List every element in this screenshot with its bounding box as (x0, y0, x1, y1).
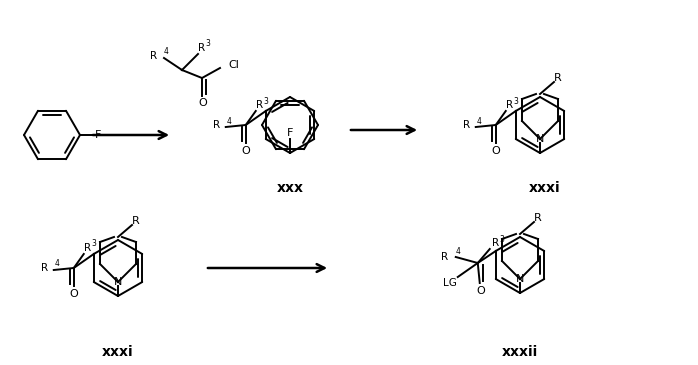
Text: 4: 4 (54, 260, 59, 269)
Text: xxxi: xxxi (529, 181, 560, 195)
Text: R: R (554, 73, 562, 83)
Text: F: F (95, 130, 101, 140)
Text: 4: 4 (227, 116, 232, 126)
Text: R: R (440, 252, 447, 262)
Text: xxxi: xxxi (102, 345, 134, 359)
Text: R: R (463, 120, 470, 130)
Text: R: R (198, 43, 205, 53)
Text: xxx: xxx (276, 181, 304, 195)
Text: N: N (536, 134, 544, 144)
Text: R: R (150, 51, 157, 61)
Text: R: R (534, 213, 542, 223)
Text: R: R (255, 100, 263, 110)
Text: 4: 4 (477, 116, 482, 126)
Text: 3: 3 (264, 96, 269, 105)
Text: O: O (242, 146, 250, 156)
Text: Cl: Cl (228, 60, 239, 70)
Text: N: N (516, 274, 524, 284)
Text: 3: 3 (91, 239, 96, 249)
Text: LG: LG (443, 278, 456, 288)
Text: O: O (69, 289, 78, 299)
Text: R: R (492, 238, 499, 248)
Text: R: R (132, 216, 140, 226)
Text: xxxii: xxxii (502, 345, 538, 359)
Text: R: R (40, 263, 47, 273)
Text: O: O (199, 98, 207, 108)
Text: R: R (213, 120, 220, 130)
Text: F: F (287, 128, 293, 138)
Text: 4: 4 (164, 47, 169, 57)
Text: 3: 3 (500, 234, 505, 243)
Text: O: O (476, 286, 485, 296)
Text: 3: 3 (205, 39, 210, 49)
Text: R: R (84, 243, 91, 253)
Text: O: O (491, 146, 500, 156)
Text: 3: 3 (514, 96, 519, 105)
Text: R: R (506, 100, 513, 110)
Text: N: N (114, 277, 122, 287)
Text: 4: 4 (456, 247, 461, 257)
